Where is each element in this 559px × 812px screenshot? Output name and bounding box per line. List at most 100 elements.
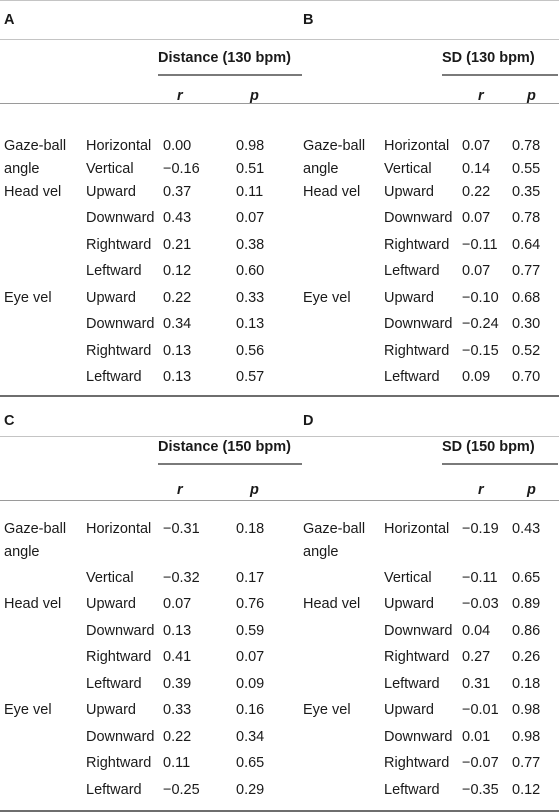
cell-p-value: 0.07 xyxy=(236,649,265,665)
row-measure: Upward xyxy=(384,290,434,306)
row-measure: Downward xyxy=(384,316,453,332)
row-group-label-cont: angle xyxy=(303,544,339,560)
row-measure: Upward xyxy=(86,184,136,200)
cell-r-value: 0.27 xyxy=(462,649,491,665)
cell-r-value: 0.21 xyxy=(163,237,192,253)
cell-r-value: 0.07 xyxy=(462,263,491,279)
row-measure: Downward xyxy=(384,210,453,226)
cell-r-value: −0.35 xyxy=(462,782,499,798)
cell-p-value: 0.65 xyxy=(236,755,265,771)
cell-r-value: −0.07 xyxy=(462,755,499,771)
cell-r-value: 0.13 xyxy=(163,369,192,385)
cell-p-value: 0.38 xyxy=(236,237,265,253)
row-measure: Leftward xyxy=(86,782,142,798)
cell-p-value: 0.07 xyxy=(236,210,265,226)
cell-r-value: −0.01 xyxy=(462,702,499,718)
panel-label: C xyxy=(4,413,15,429)
cell-r-value: 0.37 xyxy=(163,184,192,200)
row-group-label: Head vel xyxy=(4,596,62,612)
cell-r-value: 0.13 xyxy=(163,623,192,639)
cell-p-value: 0.77 xyxy=(512,755,541,771)
cell-r-value: −0.16 xyxy=(163,161,200,177)
row-measure: Horizontal xyxy=(384,138,450,154)
column-group-header: Distance (150 bpm) xyxy=(158,439,291,455)
row-group-label-cont: angle xyxy=(4,544,40,560)
row-measure: Downward xyxy=(86,316,155,332)
cell-r-value: −0.24 xyxy=(462,316,499,332)
table-rule xyxy=(0,500,559,501)
cell-p-value: 0.77 xyxy=(512,263,541,279)
row-group-label-cont: angle xyxy=(303,161,339,177)
column-group-header: Distance (130 bpm) xyxy=(158,50,291,66)
cell-p-value: 0.30 xyxy=(512,316,541,332)
row-measure: Upward xyxy=(384,184,434,200)
row-measure: Vertical xyxy=(384,570,432,586)
cell-r-value: 0.31 xyxy=(462,676,491,692)
cell-r-value: 0.33 xyxy=(163,702,192,718)
row-measure: Leftward xyxy=(384,369,440,385)
cell-p-value: 0.11 xyxy=(236,184,264,200)
cell-p-value: 0.78 xyxy=(512,138,541,154)
row-group-label: Gaze-ball xyxy=(4,138,67,154)
table-rule xyxy=(0,810,559,812)
cell-p-value: 0.89 xyxy=(512,596,541,612)
column-group-header: SD (130 bpm) xyxy=(442,50,535,66)
row-group-label: Gaze-ball xyxy=(303,521,366,537)
table-rule xyxy=(0,39,559,40)
cell-r-value: −0.25 xyxy=(163,782,200,798)
cell-r-value: 0.01 xyxy=(462,729,491,745)
row-measure: Upward xyxy=(384,596,434,612)
panel-label: B xyxy=(303,12,314,28)
cell-p-value: 0.16 xyxy=(236,702,265,718)
row-measure: Downward xyxy=(384,729,453,745)
cell-r-value: 0.14 xyxy=(462,161,491,177)
row-measure: Rightward xyxy=(384,343,450,359)
panel-label: A xyxy=(4,12,15,28)
row-measure: Rightward xyxy=(86,343,152,359)
cell-p-value: 0.13 xyxy=(236,316,265,332)
column-header-r: r xyxy=(177,88,183,104)
cell-p-value: 0.76 xyxy=(236,596,265,612)
column-group-header: SD (150 bpm) xyxy=(442,439,535,455)
column-header-p: p xyxy=(250,88,259,104)
cell-p-value: 0.98 xyxy=(512,729,541,745)
row-measure: Leftward xyxy=(86,369,142,385)
cell-r-value: 0.22 xyxy=(163,729,192,745)
row-measure: Leftward xyxy=(384,676,440,692)
cell-r-value: 0.00 xyxy=(163,138,192,154)
cell-p-value: 0.59 xyxy=(236,623,265,639)
cell-r-value: 0.09 xyxy=(462,369,491,385)
cell-p-value: 0.64 xyxy=(512,237,541,253)
panel-label: D xyxy=(303,413,314,429)
header-underline xyxy=(158,463,302,465)
cell-p-value: 0.17 xyxy=(236,570,265,586)
cell-r-value: 0.22 xyxy=(462,184,491,200)
cell-p-value: 0.18 xyxy=(512,676,541,692)
row-measure: Horizontal xyxy=(86,521,152,537)
table-rule xyxy=(0,395,559,397)
cell-p-value: 0.09 xyxy=(236,676,265,692)
cell-p-value: 0.29 xyxy=(236,782,265,798)
row-measure: Upward xyxy=(86,596,136,612)
cell-p-value: 0.68 xyxy=(512,290,541,306)
row-measure: Vertical xyxy=(86,161,134,177)
cell-p-value: 0.86 xyxy=(512,623,541,639)
row-measure: Downward xyxy=(86,623,155,639)
row-measure: Rightward xyxy=(384,649,450,665)
row-measure: Upward xyxy=(86,702,136,718)
column-header-p: p xyxy=(250,482,259,498)
cell-p-value: 0.34 xyxy=(236,729,265,745)
row-group-label: Head vel xyxy=(303,184,361,200)
row-group-label: Eye vel xyxy=(4,290,52,306)
cell-r-value: 0.34 xyxy=(163,316,192,332)
row-measure: Downward xyxy=(86,210,155,226)
row-group-label: Gaze-ball xyxy=(4,521,67,537)
cell-p-value: 0.51 xyxy=(236,161,265,177)
cell-r-value: 0.12 xyxy=(163,263,192,279)
cell-r-value: −0.15 xyxy=(462,343,499,359)
row-measure: Vertical xyxy=(384,161,432,177)
row-measure: Rightward xyxy=(86,755,152,771)
table-rule xyxy=(0,103,559,104)
cell-r-value: 0.13 xyxy=(163,343,192,359)
row-measure: Rightward xyxy=(86,649,152,665)
